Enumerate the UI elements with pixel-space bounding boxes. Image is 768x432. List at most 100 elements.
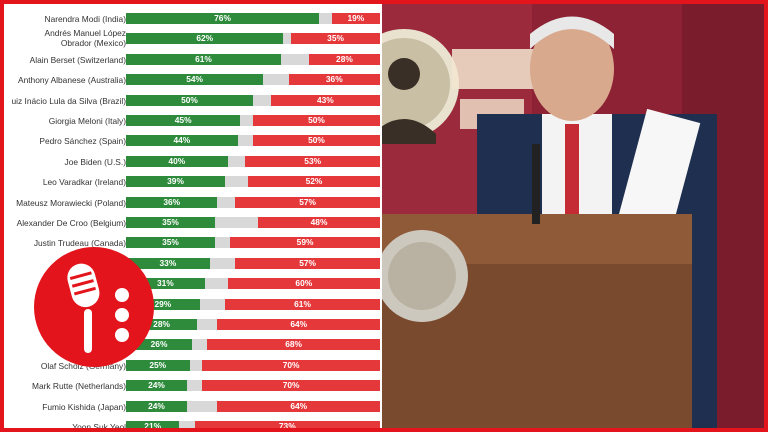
undecided-bar bbox=[319, 13, 332, 24]
approve-bar: 29% bbox=[126, 298, 200, 310]
chart-row: Mark Rutte (Netherlands) 24% 70% bbox=[4, 375, 382, 395]
disapprove-bar: 36% bbox=[288, 74, 380, 86]
approve-bar: 45% bbox=[126, 115, 241, 126]
disapprove-value-label: 50% bbox=[308, 135, 325, 146]
chart-row: Anthony Albanese (Australia) 54% 36% bbox=[4, 69, 382, 89]
approve-bar: 33% bbox=[126, 257, 210, 269]
disapprove-bar: 35% bbox=[291, 33, 380, 45]
chart-row: Alexander De Croo (Belgium) 35% 48% bbox=[4, 212, 382, 232]
disapprove-value-label: 73% bbox=[278, 421, 296, 428]
category-label: Mark Rutte (Netherlands) bbox=[31, 381, 126, 392]
chart-row: Narendra Modi (India) 76% 19% bbox=[4, 8, 382, 28]
speaker-head bbox=[530, 17, 614, 121]
disapprove-bar: 70% bbox=[202, 359, 380, 371]
undecided-bar bbox=[179, 421, 195, 428]
category-label: Justin Trudeau (Canada) bbox=[33, 238, 126, 249]
paper-sheet bbox=[618, 108, 701, 230]
disapprove-value-label: 59% bbox=[296, 237, 314, 248]
undecided-bar bbox=[217, 196, 236, 208]
undecided-bar bbox=[237, 135, 253, 147]
approve-value-label: 28% bbox=[153, 319, 170, 329]
category-label: Narendra Modi (India) bbox=[44, 14, 126, 24]
banner-text-block bbox=[452, 49, 542, 89]
chart-row: 29% 61% bbox=[4, 294, 382, 314]
chart-row: Pedro Sánchez (Spain) 44% 50% bbox=[4, 130, 382, 150]
disapprove-value-label: 53% bbox=[304, 155, 322, 166]
chart-row: Leo Varadkar (Ireland) 39% 52% bbox=[4, 171, 382, 191]
approve-value-label: 61% bbox=[195, 53, 212, 64]
disapprove-bar: 53% bbox=[245, 155, 380, 167]
approve-bar: 28% bbox=[126, 319, 198, 330]
photo-illustration bbox=[382, 4, 764, 428]
category-label: Yoon Suk Yeol bbox=[72, 422, 126, 428]
undecided-bar bbox=[186, 400, 218, 412]
approve-bar: 31% bbox=[126, 278, 205, 290]
approve-value-label: 31% bbox=[156, 278, 174, 289]
undecided-bar bbox=[192, 339, 208, 351]
disapprove-bar: 68% bbox=[207, 339, 380, 351]
approve-value-label: 45% bbox=[174, 115, 192, 125]
approve-bar: 40% bbox=[126, 155, 228, 167]
undecided-bar bbox=[283, 33, 292, 45]
disapprove-bar: 28% bbox=[308, 53, 380, 65]
approve-bar: 54% bbox=[126, 74, 264, 86]
disapprove-value-label: 61% bbox=[294, 298, 311, 309]
approve-bar: 76% bbox=[126, 13, 320, 24]
approve-value-label: 62% bbox=[196, 33, 214, 44]
disapprove-value-label: 57% bbox=[299, 196, 316, 207]
category-label: Alexander De Croo (Belgium) bbox=[16, 218, 126, 228]
approve-value-label: 29% bbox=[154, 298, 172, 309]
undecided-bar bbox=[189, 359, 203, 371]
approve-bar: 35% bbox=[126, 237, 215, 249]
undecided-bar bbox=[209, 257, 236, 269]
category-label: Joe Biden (U.S.) bbox=[64, 156, 126, 167]
chart-row: Yoon Suk Yeol 21% 73% bbox=[4, 416, 382, 428]
disapprove-value-label: 36% bbox=[325, 74, 343, 85]
category-label: Fumio Kishida (Japan) bbox=[42, 401, 126, 412]
disapprove-bar: 59% bbox=[230, 237, 380, 249]
chart-row: Justin Trudeau (Canada) 35% 59% bbox=[4, 232, 382, 252]
disapprove-value-label: 52% bbox=[305, 176, 323, 187]
category-label: Pedro Sánchez (Spain) bbox=[39, 136, 126, 147]
podcast-microphone-logo-icon bbox=[34, 247, 154, 367]
disapprove-bar: 48% bbox=[258, 217, 380, 228]
disapprove-bar: 19% bbox=[331, 13, 380, 24]
approve-value-label: 50% bbox=[181, 94, 198, 105]
approve-value-label: 39% bbox=[167, 176, 184, 187]
disapprove-bar: 73% bbox=[194, 421, 380, 428]
category-label: Mateusz Morawiecki (Poland) bbox=[16, 197, 126, 208]
disapprove-value-label: 70% bbox=[282, 359, 300, 370]
approve-value-label: 40% bbox=[168, 155, 186, 166]
disapprove-bar: 61% bbox=[225, 298, 380, 310]
approve-value-label: 21% bbox=[144, 421, 162, 428]
category-label: Alain Berset (Switzerland) bbox=[29, 54, 126, 65]
disapprove-bar: 57% bbox=[235, 196, 380, 208]
disapprove-value-label: 70% bbox=[282, 380, 300, 391]
disapprove-bar: 57% bbox=[235, 257, 380, 269]
approve-value-label: 33% bbox=[159, 257, 177, 268]
disapprove-value-label: 35% bbox=[327, 33, 344, 44]
disapprove-value-label: 19% bbox=[347, 13, 365, 23]
chart-row: Giorgia Meloni (Italy) 45% 50% bbox=[4, 110, 382, 130]
category-label: Andrés Manuel López Obrador (Mexico) bbox=[44, 28, 126, 49]
approve-bar: 24% bbox=[126, 400, 187, 412]
undecided-bar bbox=[227, 155, 246, 167]
category-label: uiz Inácio Lula da Silva (Brazil) bbox=[11, 95, 126, 106]
disapprove-value-label: 60% bbox=[295, 278, 313, 289]
chart-row: Fumio Kishida (Japan) 24% 64% bbox=[4, 396, 382, 416]
approve-bar: 25% bbox=[126, 359, 190, 371]
undecided-bar bbox=[199, 298, 226, 310]
disapprove-bar: 70% bbox=[202, 380, 380, 392]
press-conference-photo bbox=[382, 4, 764, 428]
approve-bar: 36% bbox=[126, 196, 218, 208]
disapprove-value-label: 43% bbox=[316, 94, 334, 105]
approve-bar: 35% bbox=[126, 217, 215, 228]
undecided-bar bbox=[214, 237, 231, 249]
undecided-bar bbox=[280, 53, 309, 65]
undecided-bar bbox=[186, 380, 203, 392]
approve-value-label: 36% bbox=[163, 196, 181, 207]
approve-bar: 26% bbox=[126, 339, 193, 351]
approve-value-label: 54% bbox=[186, 74, 203, 85]
disapprove-bar: 52% bbox=[247, 176, 380, 188]
approve-bar: 50% bbox=[126, 94, 253, 106]
